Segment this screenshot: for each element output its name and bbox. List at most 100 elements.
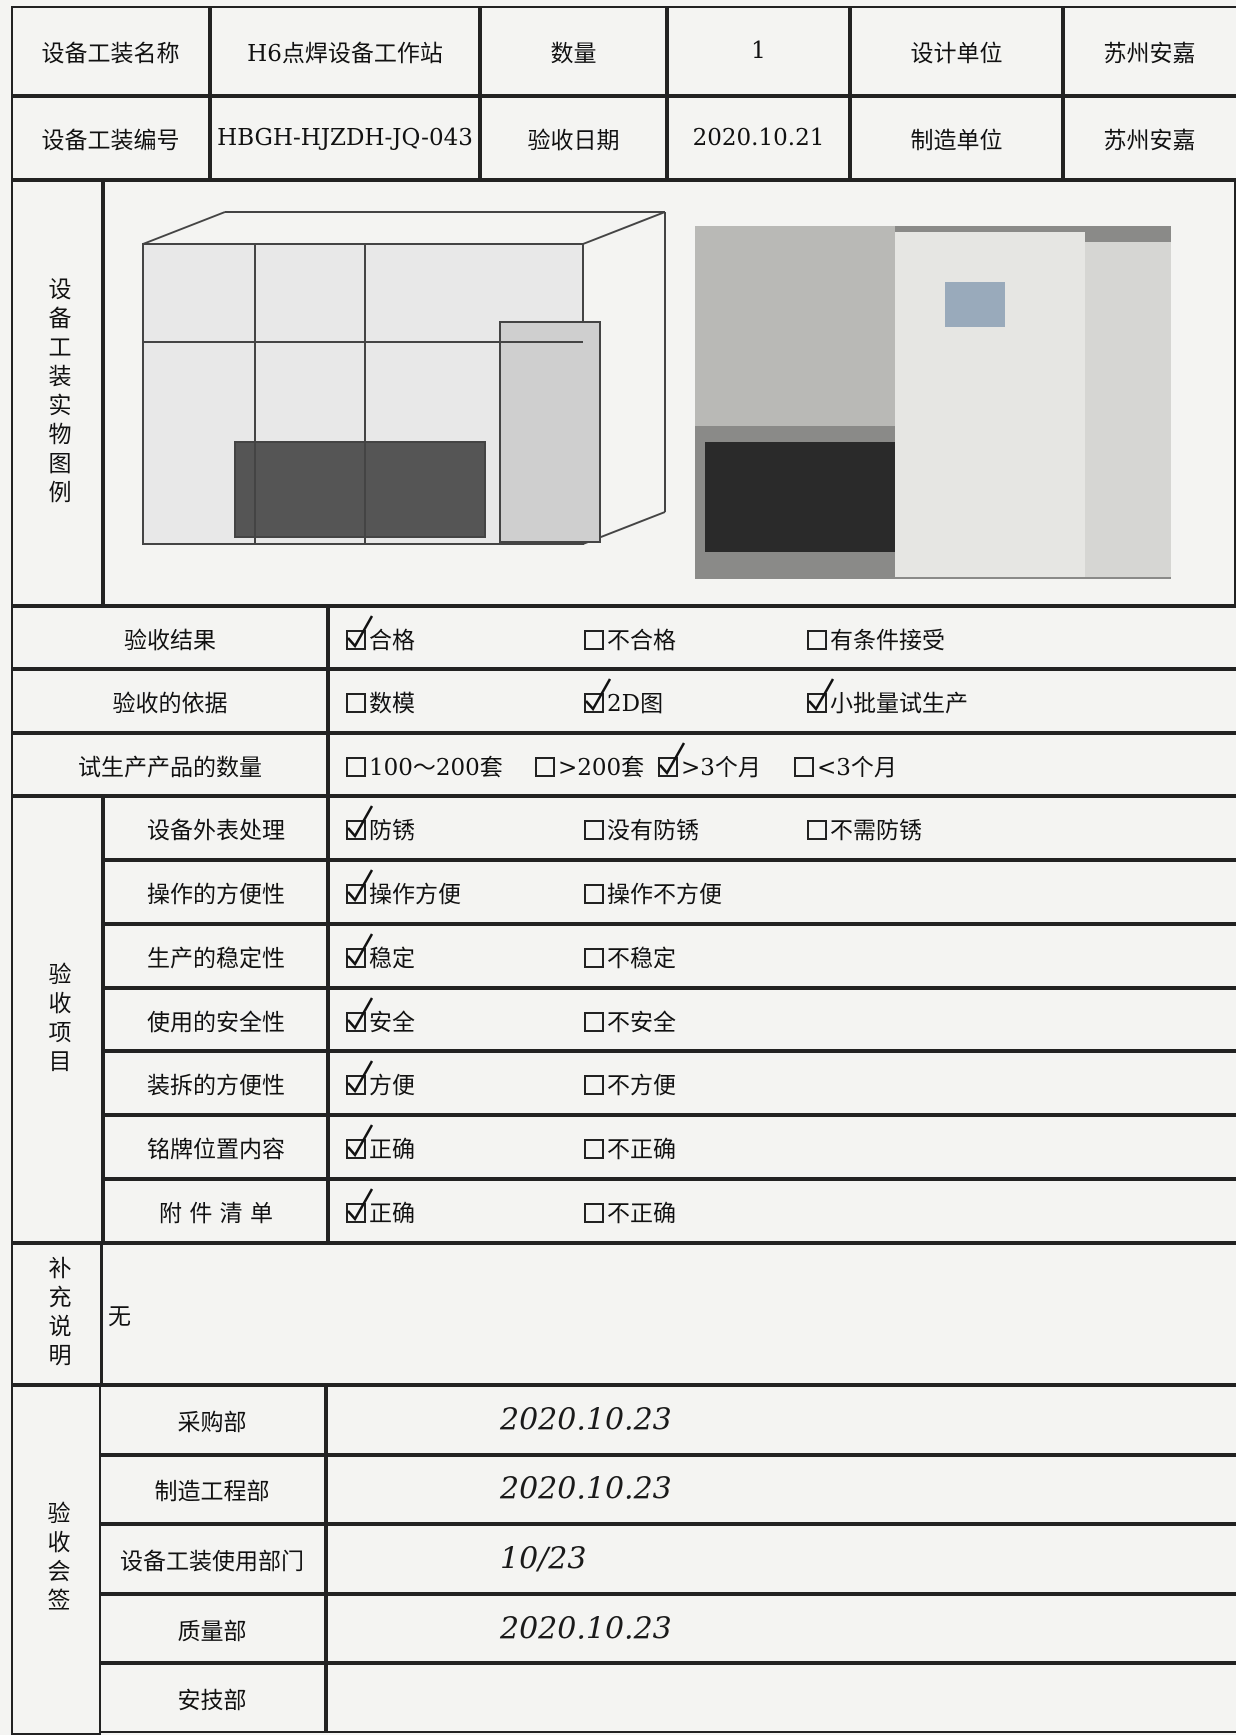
cell — [103, 796, 328, 860]
checkbox — [346, 756, 366, 777]
checkbox — [584, 1203, 604, 1224]
cell — [328, 733, 1236, 796]
option-text: 防锈 — [369, 817, 415, 844]
dept-label: 安技部 — [177, 1688, 247, 1715]
option-text: 数模 — [369, 691, 415, 717]
cell — [480, 96, 667, 180]
cell — [103, 987, 328, 1052]
check-mark — [659, 741, 686, 775]
value: HBGH-HJZDH-JQ-043 — [217, 125, 473, 151]
cell — [99, 1454, 326, 1525]
cell — [328, 1115, 1236, 1180]
cell — [99, 1663, 326, 1733]
row-label: 验收结果 — [124, 627, 216, 654]
checkbox — [346, 693, 366, 713]
model-render — [142, 211, 666, 545]
cell — [667, 96, 850, 180]
option: 安全 — [346, 996, 415, 1037]
option-text: 操作方便 — [369, 881, 461, 908]
check-mark — [347, 805, 374, 839]
cell — [100, 1243, 1236, 1385]
cell — [11, 796, 103, 1243]
cell — [11, 96, 210, 180]
check-mark — [347, 614, 374, 648]
cell — [11, 733, 328, 796]
option: 不稳定 — [584, 939, 676, 973]
photo-area — [103, 180, 1236, 606]
section-label: 设备工装实物图例 — [44, 277, 70, 509]
option: 正确 — [346, 1124, 415, 1164]
cell — [326, 1454, 1236, 1525]
option: 不正确 — [584, 1130, 676, 1164]
option: 有条件接受 — [807, 621, 945, 655]
cell — [11, 606, 328, 669]
checkbox — [584, 1139, 604, 1160]
checkbox — [584, 1011, 604, 1032]
section-label: 验收会签 — [43, 1501, 69, 1617]
check-mark — [585, 678, 612, 712]
option-text: 不稳定 — [607, 945, 676, 972]
cell — [99, 1385, 326, 1455]
option: 不安全 — [584, 1003, 676, 1037]
option: 不需防锈 — [807, 811, 922, 845]
dept-label: 设备工装使用部门 — [120, 1549, 304, 1575]
checkbox — [584, 629, 604, 650]
section-label: 补充说明 — [44, 1256, 70, 1372]
cell — [326, 1385, 1236, 1455]
value: 2020.10.21 — [692, 125, 825, 151]
row-label: 附 件 清 单 — [159, 1201, 273, 1228]
option-text: 正确 — [369, 1201, 415, 1228]
option-text: 合格 — [369, 627, 415, 654]
check-mark — [347, 1124, 374, 1158]
option-text: 2D图 — [607, 691, 664, 717]
cell — [850, 6, 1063, 96]
checkbox — [346, 933, 374, 968]
photos — [142, 211, 1171, 579]
option-text: 100～200套 — [369, 754, 503, 781]
cell — [667, 6, 850, 96]
check-mark — [347, 996, 374, 1030]
option-text: 稳定 — [369, 945, 415, 972]
checkbox — [535, 756, 555, 777]
checkbox — [584, 819, 604, 840]
label: 制造单位 — [910, 128, 1003, 154]
option-text: >3个月 — [681, 754, 761, 781]
label: 设备工装名称 — [41, 41, 180, 67]
option-text: 不方便 — [607, 1073, 676, 1100]
cell — [103, 923, 328, 988]
cell — [99, 1524, 326, 1594]
option-text: 小批量试生产 — [830, 691, 968, 717]
option: 不方便 — [584, 1066, 676, 1100]
option: 100～200套 — [346, 748, 503, 782]
option-text: 操作不方便 — [607, 881, 722, 908]
cell — [103, 1115, 328, 1180]
option-text: 不安全 — [607, 1009, 676, 1036]
cell — [11, 6, 210, 96]
signature: 2020.10.23 — [500, 1402, 672, 1438]
checkbox — [346, 614, 374, 650]
cell — [11, 669, 328, 733]
note-text: 无 — [108, 1304, 131, 1330]
section-label: 验收项目 — [44, 961, 70, 1078]
checkbox — [346, 1124, 374, 1160]
row-label: 装拆的方便性 — [147, 1073, 285, 1100]
signature: 10/23 — [500, 1541, 587, 1577]
cell — [850, 96, 1063, 180]
site-photo — [695, 226, 1171, 579]
cell — [328, 859, 1236, 924]
dept-label: 采购部 — [177, 1409, 247, 1436]
option-text: 不需防锈 — [830, 817, 922, 844]
cell — [11, 1243, 103, 1385]
checkbox — [584, 1075, 604, 1096]
check-mark — [347, 869, 374, 902]
cell — [103, 1179, 328, 1243]
checkbox — [584, 678, 612, 713]
cell — [328, 1051, 1236, 1116]
signature: 2020.10.23 — [500, 1611, 672, 1647]
row-label: 生产的稳定性 — [147, 945, 285, 972]
option: >3个月 — [658, 741, 761, 782]
check-mark — [347, 1060, 374, 1094]
option: 2D图 — [584, 678, 664, 718]
cell — [328, 606, 1236, 669]
